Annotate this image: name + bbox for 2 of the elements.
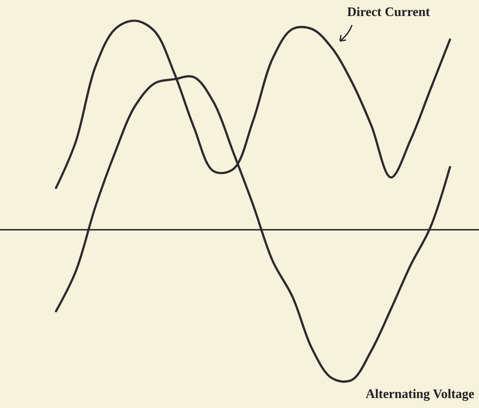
text: Direct Current — [347, 4, 431, 19]
series-label: Alternating Voltage — [366, 386, 475, 401]
